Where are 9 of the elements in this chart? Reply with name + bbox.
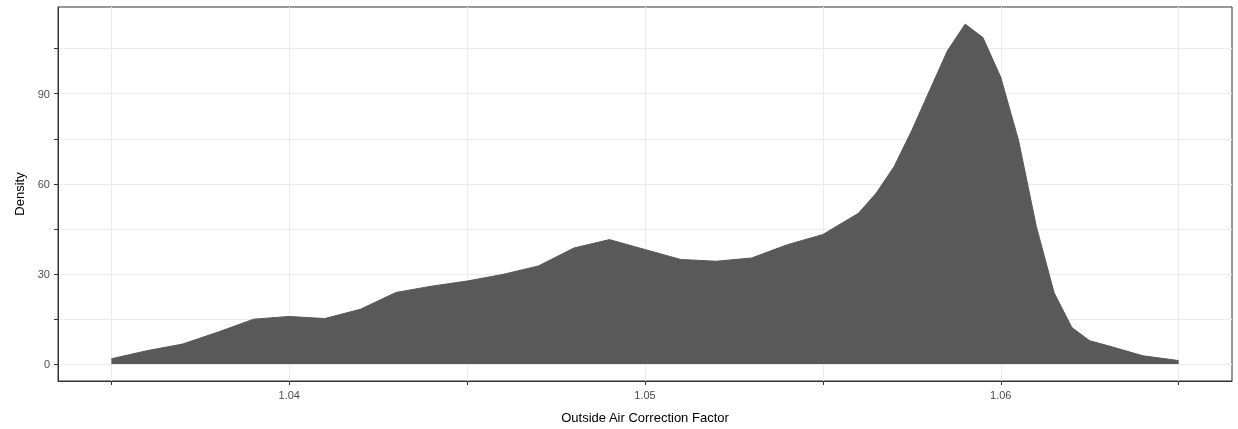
- x-tick-label: 1.04: [278, 388, 300, 401]
- y-tick-label: 0: [43, 357, 50, 370]
- x-tick-label: 1.05: [634, 388, 656, 401]
- x-axis-title: Outside Air Correction Factor: [561, 410, 730, 425]
- y-tick-label: 90: [37, 87, 50, 100]
- y-axis-title: Density: [12, 171, 27, 216]
- y-tick-label: 60: [37, 177, 50, 190]
- x-tick-label: 1.06: [990, 388, 1012, 401]
- y-tick-label: 30: [37, 267, 50, 280]
